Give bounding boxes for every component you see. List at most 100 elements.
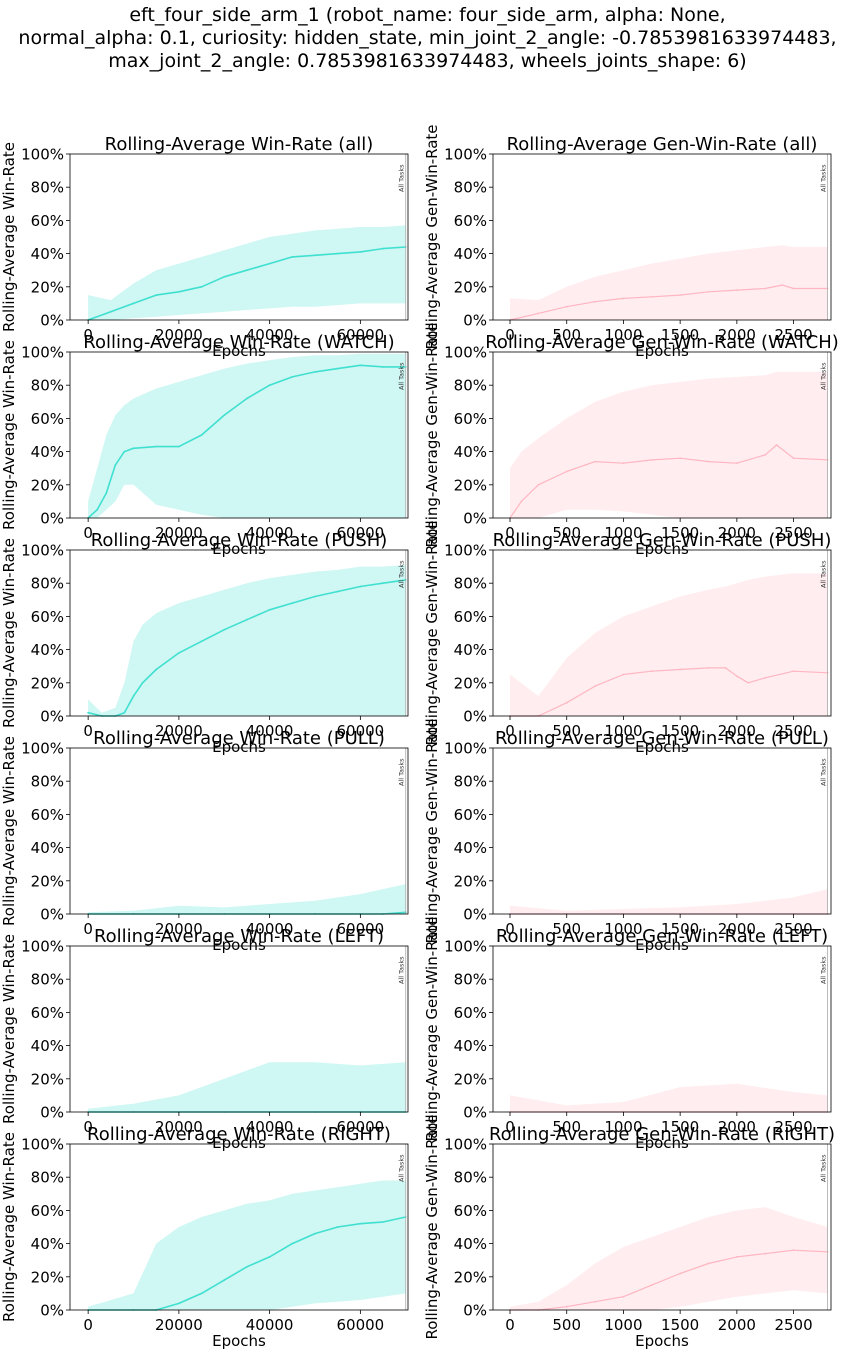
- y-tick-label: 40%: [31, 839, 64, 857]
- chart-title: Rolling-Average Win-Rate (LEFT): [94, 926, 384, 947]
- y-tick-label: 80%: [31, 773, 64, 791]
- y-axis-label: Rolling-Average Gen-Win-Rate: [423, 520, 441, 745]
- data-point: [679, 668, 681, 671]
- x-tick-label: 2000: [718, 524, 756, 542]
- y-tick-label: 0%: [40, 510, 64, 528]
- data-point: [764, 676, 767, 679]
- y-tick-label: 80%: [454, 773, 487, 791]
- y-tick-label: 60%: [454, 806, 487, 824]
- y-tick-label: 100%: [444, 1136, 487, 1154]
- y-tick-label: 100%: [21, 740, 64, 758]
- chart-panel-gen-left: All Tasks 0% 20% 40% 60% 80% 100% 0 500 1000 1500 2…: [423, 916, 832, 1152]
- data-point: [382, 1221, 384, 1223]
- x-tick-label: 1000: [604, 1316, 642, 1334]
- x-tick-label: 60000: [337, 1118, 385, 1136]
- y-tick-label: 60%: [31, 212, 64, 230]
- x-axis-label: Epochs: [212, 1332, 266, 1350]
- chart-title: Rolling-Average Win-Rate (RIGHT): [87, 1124, 391, 1145]
- y-tick-label: 20%: [454, 1268, 487, 1286]
- y-tick-label: 40%: [454, 641, 487, 659]
- data-point: [223, 1279, 226, 1281]
- x-tick-label: 40000: [246, 1316, 294, 1334]
- y-axis-label: Rolling-Average Win-Rate: [0, 142, 18, 332]
- data-point: [200, 285, 203, 288]
- data-point: [178, 652, 180, 654]
- confidence-band: [88, 564, 406, 716]
- x-tick-label: 2500: [774, 1316, 812, 1334]
- all-tasks-marker-label: All Tasks: [820, 758, 828, 786]
- y-tick-label: 100%: [444, 344, 487, 362]
- data-point: [178, 290, 180, 293]
- x-axis-label: Epochs: [635, 540, 689, 558]
- y-tick-label: 100%: [21, 146, 64, 164]
- data-point: [650, 459, 653, 461]
- data-point: [336, 590, 339, 593]
- all-tasks-marker-label: All Tasks: [398, 956, 406, 984]
- confidence-band: [88, 225, 406, 320]
- data-point: [268, 262, 271, 265]
- y-tick-label: 20%: [31, 278, 64, 296]
- confidence-band: [88, 1062, 406, 1112]
- y-tick-label: 40%: [454, 443, 487, 461]
- data-point: [123, 450, 126, 453]
- data-point: [707, 460, 710, 463]
- y-tick-label: 60%: [454, 410, 487, 428]
- chart-panel-win-left: All Tasks 0% 20% 40% 60% 80% 100% 0 20000 40000 60…: [0, 926, 409, 1152]
- data-point: [622, 462, 625, 465]
- suptitle-line-1: eft_four_side_arm_1 (robot_name: four_si…: [129, 4, 726, 26]
- y-axis-label: Rolling-Average Win-Rate: [0, 1132, 18, 1322]
- y-tick-label: 0%: [40, 1302, 64, 1320]
- x-tick-label: 2000: [718, 1316, 756, 1334]
- data-point: [724, 667, 727, 669]
- data-point: [178, 1302, 180, 1305]
- data-point: [707, 667, 710, 669]
- data-point: [764, 454, 767, 456]
- x-tick-label: 20000: [155, 524, 203, 542]
- all-tasks-marker-label: All Tasks: [820, 560, 828, 588]
- y-tick-label: 80%: [454, 1169, 487, 1187]
- y-tick-label: 40%: [31, 1037, 64, 1055]
- data-point: [314, 371, 316, 373]
- data-point: [382, 582, 384, 585]
- x-tick-label: 0: [505, 1316, 515, 1334]
- x-tick-label: 500: [552, 722, 581, 740]
- x-axis-label: Epochs: [212, 342, 266, 360]
- x-tick-label: 20000: [155, 920, 203, 938]
- confidence-band: [88, 884, 406, 914]
- suptitle-line-2: normal_alpha: 0.1, curiosity: hidden_sta…: [18, 27, 837, 49]
- x-axis-label: Epochs: [635, 936, 689, 954]
- all-tasks-marker-label: All Tasks: [398, 560, 406, 588]
- axes-frame: [69, 549, 409, 717]
- all-tasks-marker-label: All Tasks: [398, 362, 406, 390]
- data-point: [359, 1222, 362, 1225]
- all-tasks-marker-label: All Tasks: [398, 758, 406, 786]
- y-tick-label: 40%: [454, 839, 487, 857]
- y-tick-label: 60%: [31, 1004, 64, 1022]
- y-tick-label: 80%: [31, 179, 64, 197]
- y-tick-label: 20%: [31, 476, 64, 494]
- data-point: [223, 628, 226, 631]
- y-tick-label: 80%: [454, 377, 487, 395]
- data-point: [764, 1252, 767, 1255]
- y-tick-label: 80%: [31, 1169, 64, 1187]
- y-tick-label: 80%: [454, 575, 487, 593]
- x-tick-label: 0: [83, 524, 93, 542]
- y-tick-label: 0%: [463, 708, 487, 726]
- data-point: [87, 711, 89, 714]
- x-tick-label: 40000: [246, 326, 294, 344]
- chart-title: Rolling-Average Gen-Win-Rate (RIGHT): [489, 1124, 835, 1145]
- confidence-band: [510, 889, 828, 914]
- axes-frame: [492, 549, 832, 717]
- data-point: [792, 1249, 795, 1252]
- y-axis-label: Rolling-Average Gen-Win-Rate: [423, 124, 441, 349]
- data-point: [792, 670, 795, 673]
- axes-frame: [492, 153, 832, 321]
- series-line: [88, 1216, 406, 1311]
- series-line: [87, 364, 406, 519]
- x-tick-label: 2500: [774, 524, 812, 542]
- data-point: [291, 256, 294, 258]
- series-line: [509, 444, 828, 519]
- data-point: [132, 447, 135, 450]
- y-tick-label: 60%: [31, 410, 64, 428]
- data-point: [537, 312, 540, 315]
